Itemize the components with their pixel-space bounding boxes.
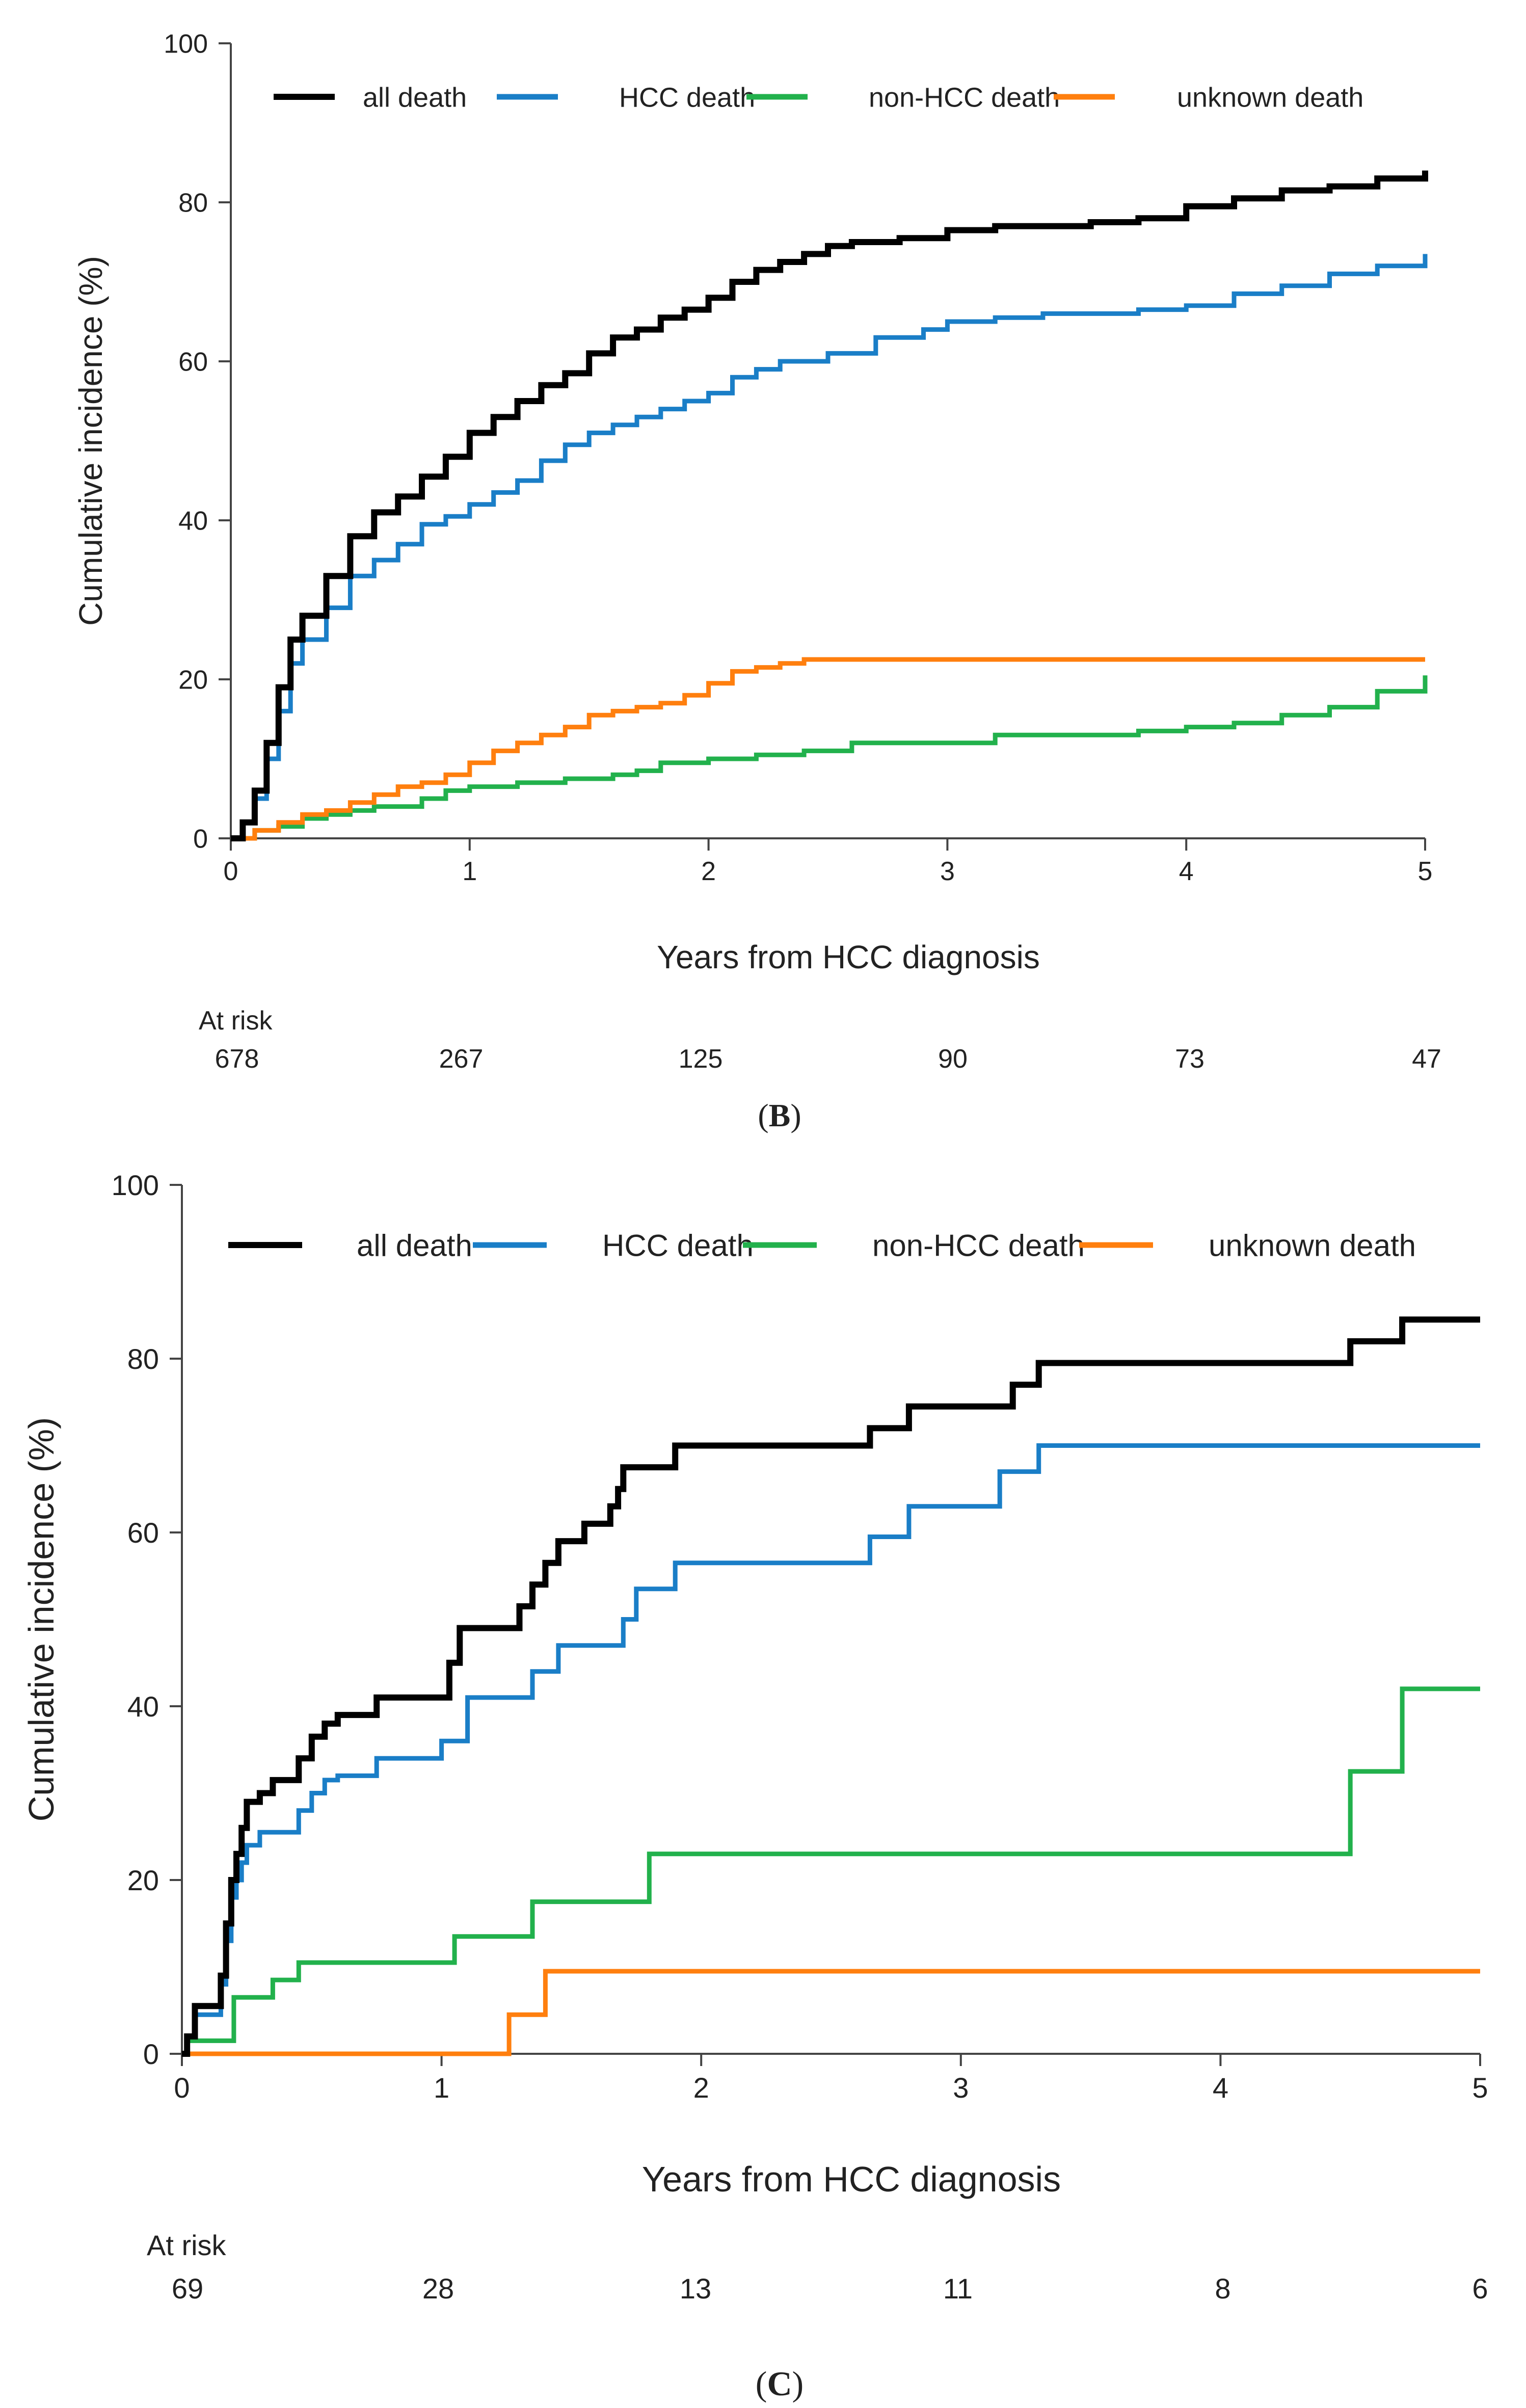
legend-label-all-death: all death: [357, 1229, 472, 1263]
x-tick-label: 0: [224, 857, 238, 886]
legend-item-all-death: all death: [228, 1229, 472, 1263]
legend-label-unknown-death: unknown death: [1209, 1229, 1416, 1263]
panel-label-c: (C): [756, 2364, 804, 2403]
series-line-non-hcc-death: [182, 1686, 1480, 2056]
panel-label-paren-open: (: [756, 2364, 767, 2403]
panel-label-paren-close: ): [790, 1097, 801, 1133]
legend-item-non-hcc-death: non-HCC death: [743, 1229, 1085, 1263]
at-risk-value: 6: [1472, 2272, 1488, 2305]
series-line-hcc-death: [231, 254, 1428, 841]
x-tick-label: 2: [693, 2072, 709, 2104]
at-risk-value: 90: [938, 1044, 968, 1074]
y-tick-label: 80: [178, 189, 208, 218]
at-risk-values: 678 267 125 90 73 47: [215, 1044, 1441, 1074]
series-line-hcc-death: [182, 1443, 1480, 2056]
y-tick-label: 60: [178, 348, 208, 377]
y-axis-title: Cumulative incidence (%): [21, 1417, 61, 1822]
legend-item-hcc-death: HCC death: [473, 1229, 754, 1263]
x-tick-label: 3: [940, 857, 955, 886]
legend-label-all-death: all death: [363, 82, 467, 113]
panel-label-b: (B): [758, 1097, 801, 1133]
at-risk-value: 73: [1175, 1044, 1204, 1074]
y-tick-label: 20: [178, 666, 208, 695]
y-tick-label: 0: [143, 2038, 159, 2070]
y-tick-label: 60: [127, 1517, 159, 1549]
x-tick-label: 4: [1213, 2072, 1228, 2104]
series-line-unknown-death: [182, 1969, 1480, 2056]
legend-label-non-hcc-death: non-HCC death: [872, 1229, 1085, 1263]
legend-label-non-hcc-death: non-HCC death: [869, 82, 1060, 113]
at-risk-value: 267: [439, 1044, 484, 1074]
legend-item-unknown-death: unknown death: [1054, 82, 1363, 113]
y-tick-label: 40: [127, 1690, 159, 1723]
x-tick-label: 4: [1179, 857, 1194, 886]
panel-label-paren-close: ): [792, 2364, 804, 2403]
legend-label-unknown-death: unknown death: [1177, 82, 1363, 113]
axes: 0 20 40 60 80 100 0 1 2 3 4 5: [164, 30, 1432, 886]
at-risk-label: At risk: [199, 1006, 273, 1036]
x-tick-label: 1: [462, 857, 477, 886]
at-risk-value: 11: [943, 2272, 973, 2305]
at-risk-value: 678: [215, 1044, 259, 1074]
legend-item-all-death: all death: [274, 82, 467, 113]
legend-label-hcc-death: HCC death: [619, 82, 755, 113]
at-risk-value: 125: [679, 1044, 723, 1074]
x-tick-label: 0: [174, 2072, 190, 2104]
series-line-all-death: [231, 170, 1428, 841]
y-tick-label: 100: [164, 30, 208, 59]
panel-b-chart: 0 20 40 60 80 100 0 1 2 3 4 5 all death HCC death n…: [72, 30, 1441, 1133]
panel-label-letter: C: [767, 2364, 792, 2403]
at-risk-value: 8: [1215, 2272, 1230, 2305]
x-tick-label: 5: [1418, 857, 1433, 886]
legend-label-hcc-death: HCC death: [602, 1229, 754, 1263]
at-risk-value: 69: [172, 2272, 203, 2305]
series-line-all-death: [182, 1316, 1480, 2057]
panel-label-paren-open: (: [758, 1097, 768, 1133]
legend-item-hcc-death: HCC death: [497, 82, 755, 113]
panel-label-letter: B: [769, 1097, 791, 1133]
x-axis-title: Years from HCC diagnosis: [642, 2159, 1061, 2199]
series-layer: [231, 170, 1428, 841]
axes: 0 20 40 60 80 100 0 1 2 3 4 5: [112, 1169, 1488, 2104]
x-tick-label: 1: [434, 2072, 449, 2104]
y-tick-label: 100: [112, 1169, 159, 1201]
at-risk-values: 69 28 13 11 8 6: [172, 2272, 1488, 2305]
legend: all death HCC death non-HCC death unknow…: [274, 82, 1363, 113]
legend: all death HCC death non-HCC death unknow…: [228, 1229, 1416, 1263]
legend-item-non-hcc-death: non-HCC death: [746, 82, 1060, 113]
at-risk-label: At risk: [147, 2229, 227, 2261]
x-axis-title: Years from HCC diagnosis: [657, 939, 1040, 975]
y-tick-label: 20: [127, 1864, 159, 1896]
at-risk-value: 47: [1412, 1044, 1441, 1074]
legend-item-unknown-death: unknown death: [1079, 1229, 1416, 1263]
x-tick-label: 2: [701, 857, 716, 886]
series-line-non-hcc-death: [231, 675, 1428, 841]
at-risk-value: 28: [422, 2272, 454, 2305]
y-tick-label: 40: [178, 507, 208, 536]
panel-c-chart: 0 20 40 60 80 100 0 1 2 3 4 5 all death HCC death n…: [21, 1169, 1488, 2403]
series-layer: [182, 1316, 1480, 2057]
y-tick-label: 0: [193, 825, 208, 854]
x-tick-label: 3: [953, 2072, 969, 2104]
y-tick-label: 80: [127, 1343, 159, 1375]
y-axis-title: Cumulative incidence (%): [72, 256, 109, 626]
series-line-unknown-death: [231, 657, 1425, 841]
x-tick-label: 5: [1472, 2072, 1488, 2104]
at-risk-value: 13: [680, 2272, 711, 2305]
